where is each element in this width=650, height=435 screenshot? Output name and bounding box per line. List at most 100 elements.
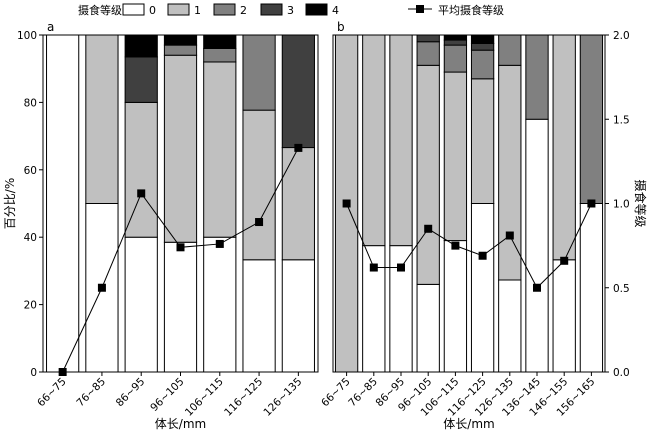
y-axis-title-left: 百分比/% <box>3 178 17 229</box>
bar-a-126~135-level-0 <box>281 259 315 373</box>
bar-b-146~155-level-0 <box>552 259 576 373</box>
x-tick-label-a-1: 76~85 <box>74 376 108 410</box>
x-tick-label-a-4: 106~115 <box>183 376 226 419</box>
mean-point-a-6 <box>294 143 303 152</box>
bar-a-86~95-level-1 <box>124 101 158 238</box>
bar-b-96~105-level-3 <box>416 34 440 43</box>
y-tick-label-20: 20 <box>24 300 37 312</box>
mean-point-b-9 <box>587 199 596 208</box>
legend-line-marker <box>416 5 424 13</box>
bar-b-116~125-level-1 <box>470 78 495 204</box>
x-axis-title-a: 体长/mm <box>155 417 206 431</box>
bar-b-156~165-level-2 <box>579 34 604 204</box>
bar-b-136~145-level-0 <box>525 118 549 373</box>
legend-label-2: 2 <box>240 4 247 17</box>
legend-swatch-4 <box>305 3 328 16</box>
mean-line-b <box>346 203 592 289</box>
bar-b-156~165-level-0 <box>579 203 604 373</box>
legend: 摄食等级 0 1 2 3 4 平均摄食等级 <box>78 3 504 17</box>
bar-b-116~125-level-3 <box>470 42 495 51</box>
y2-tick-label-0.5: 0.5 <box>613 283 630 295</box>
bar-a-116~125-level-1 <box>242 109 276 261</box>
x-tick-label-a-5: 116~125 <box>222 376 265 419</box>
bar-b-96~105-level-1 <box>416 64 440 285</box>
x-tick-label-a-0: 66~75 <box>35 376 69 410</box>
y-tick-label-40: 40 <box>24 232 37 244</box>
panel-a: 66~75 76~85 86~95 96~105106~115116~125126~1… <box>3 20 319 431</box>
legend-swatch-3 <box>260 3 283 16</box>
x-tick-label-b-1: 76~85 <box>346 376 380 410</box>
bar-b-106~115-level-2 <box>443 44 468 73</box>
y-tick-label-60: 60 <box>24 165 37 177</box>
mean-point-b-8 <box>560 256 569 265</box>
legend-swatch-1 <box>167 3 190 16</box>
x-axis-title-b: 体长/mm <box>443 417 494 431</box>
mean-point-a-2 <box>137 189 146 198</box>
bar-a-106~115-level-2 <box>203 47 237 63</box>
mean-point-a-4 <box>215 239 224 248</box>
y-tick-label-0: 0 <box>30 367 37 379</box>
bar-b-116~125-level-2 <box>470 49 495 80</box>
bar-b-116~125-level-0 <box>470 203 495 373</box>
bar-a-106~115-level-0 <box>203 236 237 373</box>
bar-a-126~135-level-3 <box>281 34 315 149</box>
bar-a-76~85-level-1 <box>85 34 119 204</box>
x-tick-label-a-6: 126~135 <box>261 376 304 419</box>
bar-a-86~95-level-3 <box>124 56 158 103</box>
bar-b-126~135-level-2 <box>498 34 522 66</box>
legend-title: 摄食等级 <box>78 3 122 17</box>
bar-b-126~135-level-1 <box>498 64 522 281</box>
plot-frame-a <box>42 34 319 373</box>
legend-label-1: 1 <box>194 4 201 17</box>
panel-label-b: b <box>337 20 345 34</box>
y2-tick-label-1.5: 1.5 <box>613 114 630 126</box>
bar-a-86~95-level-4 <box>124 34 158 58</box>
bar-a-86~95-level-0 <box>124 236 158 373</box>
bar-a-96~105-level-4 <box>163 34 198 46</box>
panel-b: 66~7576~8586~9596~105106~115116~125126~1… <box>319 20 648 431</box>
bar-b-96~105-level-2 <box>416 41 440 66</box>
bar-a-116~125-level-2 <box>242 34 276 111</box>
bar-b-116~125-level-4 <box>470 34 495 44</box>
y-tick-label-80: 80 <box>24 97 37 109</box>
bar-a-126~135-level-1 <box>281 147 315 261</box>
mean-point-b-6 <box>505 231 514 240</box>
mean-point-b-3 <box>424 224 433 233</box>
bar-a-106~115-level-4 <box>203 34 237 49</box>
bar-b-126~135-level-0 <box>498 279 522 373</box>
panel-label-a: a <box>47 20 54 34</box>
legend-label-3: 3 <box>287 4 294 17</box>
legend-label-4: 4 <box>332 4 339 17</box>
bar-b-146~155-level-1 <box>552 34 576 261</box>
bar-a-116~125-level-0 <box>242 259 276 373</box>
bar-a-66~75-level-0 <box>46 34 80 373</box>
y2-tick-label-1.0: 1.0 <box>613 199 630 211</box>
legend-swatch-2 <box>213 3 236 16</box>
x-tick-label-a-3: 96~105 <box>148 376 186 414</box>
mean-point-a-3 <box>176 243 185 252</box>
bar-a-96~105-level-1 <box>163 54 198 243</box>
mean-point-a-0 <box>58 368 67 376</box>
mean-point-b-2 <box>397 263 405 272</box>
bar-b-136~145-level-2 <box>525 34 549 120</box>
y-tick-label-100: 100 <box>17 30 37 42</box>
mean-point-a-5 <box>255 218 264 227</box>
legend-swatch-0 <box>122 3 145 16</box>
y-axis-title-right: 摄食等级 <box>633 179 648 227</box>
mean-point-b-5 <box>478 251 487 260</box>
legend-label-0: 0 <box>149 4 156 17</box>
bar-b-106~115-level-1 <box>443 71 468 242</box>
bar-b-86~95-level-1 <box>389 34 413 247</box>
mean-point-b-4 <box>451 241 460 250</box>
mean-point-b-7 <box>533 283 541 292</box>
bar-a-96~105-level-0 <box>163 241 198 373</box>
bar-b-76~85-level-1 <box>362 34 386 247</box>
mean-point-a-1 <box>97 283 106 292</box>
bar-b-106~115-level-3 <box>443 39 468 46</box>
y2-tick-label-2.0: 2.0 <box>613 30 630 42</box>
mean-point-b-1 <box>369 263 378 272</box>
legend-line-label: 平均摄食等级 <box>438 3 504 17</box>
y2-tick-label-0.0: 0.0 <box>613 367 630 379</box>
bar-a-106~115-level-1 <box>203 61 237 238</box>
